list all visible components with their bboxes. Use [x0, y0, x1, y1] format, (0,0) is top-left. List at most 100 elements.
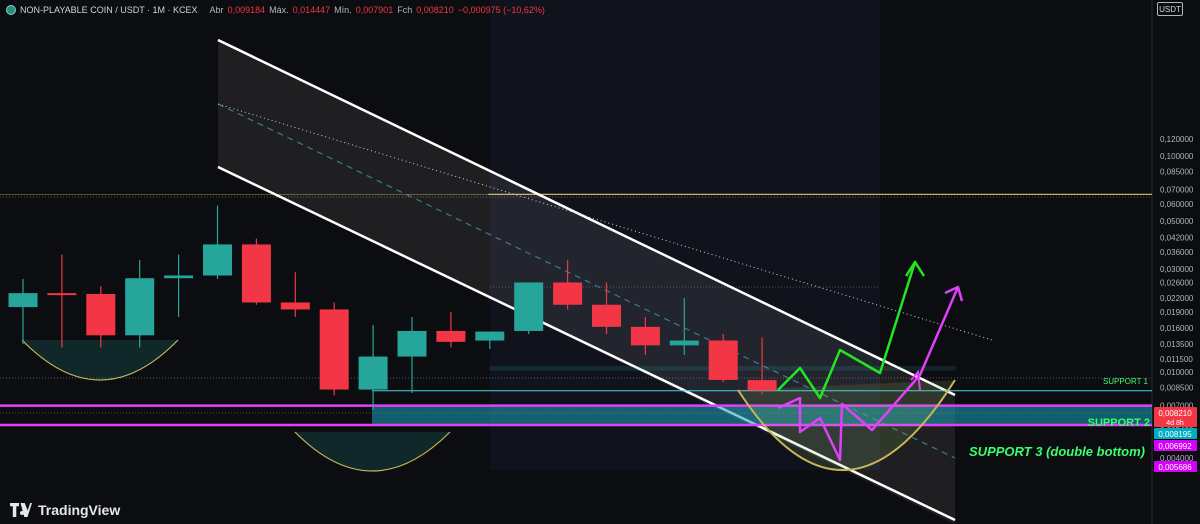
price-tag-text-2: 0,006992	[1158, 442, 1192, 451]
brand-name: TradingView	[38, 502, 121, 518]
y-tick-13: 0,013500	[1160, 340, 1194, 349]
y-tick-6: 0,042000	[1160, 233, 1194, 242]
candle-14	[553, 260, 583, 310]
candle-body-0	[8, 293, 38, 308]
price-tag-text-3: 0,005686	[1158, 463, 1192, 472]
currency-button[interactable]: USDT	[1157, 2, 1183, 16]
support-2-label: SUPPORT 2	[1088, 417, 1150, 429]
candle-body-12	[475, 331, 505, 341]
y-tick-15: 0,010000	[1160, 368, 1194, 377]
candle-5	[203, 205, 232, 279]
y-tick-9: 0,026000	[1160, 278, 1194, 287]
candle-0	[8, 278, 38, 344]
candle-19	[747, 337, 777, 395]
candle-17	[669, 298, 699, 355]
price-tag-3: 0,005686	[1154, 461, 1197, 472]
candle-2	[86, 286, 116, 348]
candle-body-10	[397, 330, 427, 357]
tradingview-logo: TradingView	[10, 499, 120, 521]
candle-15	[592, 282, 621, 335]
change-value: −0,000975 (−10,62%)	[457, 5, 545, 15]
candle-7	[280, 272, 310, 317]
y-tick-0: 0,120000	[1160, 135, 1194, 144]
candle-body-7	[280, 302, 310, 310]
candle-body-17	[669, 340, 699, 346]
price-tag-bg-0	[1154, 407, 1197, 427]
y-tick-1: 0,100000	[1160, 152, 1194, 161]
candle-12	[475, 331, 505, 349]
channel-upper-line	[217, 38, 956, 397]
close-label: Fch	[397, 5, 413, 15]
candle-body-19	[747, 380, 777, 391]
y-tick-16: 0,008500	[1160, 383, 1194, 392]
y-tick-4: 0,060000	[1160, 200, 1194, 209]
channel-midline	[217, 103, 956, 459]
candle-body-5	[203, 244, 232, 276]
candle-18	[708, 334, 738, 382]
price-tag-1: 0,008195	[1154, 428, 1197, 439]
price-tag-text-0: 0,008210	[1158, 409, 1192, 418]
candle-body-15	[592, 304, 621, 327]
y-tick-7: 0,036000	[1160, 248, 1194, 257]
low-label: Mín.	[334, 5, 352, 15]
candle-body-9	[358, 356, 388, 390]
price-tags: 0,008210 4d 8h 0,008195 0,006992 0,005686	[1154, 407, 1197, 472]
candle-body-11	[436, 330, 466, 342]
price-tag-sub-0: 4d 8h	[1166, 420, 1184, 427]
candle-6	[241, 238, 271, 305]
magenta-projection-path	[777, 286, 960, 462]
coin-icon	[6, 5, 16, 15]
y-tick-17: 0,007000	[1160, 402, 1194, 411]
green-arrow-head	[904, 260, 926, 277]
candle-13	[514, 282, 544, 335]
rounding-bottom-arc-2	[294, 431, 451, 472]
candle-16	[630, 316, 660, 355]
y-tick-20: 0,004000	[1160, 454, 1194, 463]
price-tag-0: 0,008210 4d 8h	[1154, 407, 1197, 427]
magenta-arrow-head	[944, 285, 964, 302]
high-label: Máx.	[269, 5, 289, 15]
channel-fill	[218, 40, 955, 524]
open-label: Abr	[209, 5, 224, 15]
y-tick-5: 0,050000	[1160, 217, 1194, 226]
green-projection-path	[777, 261, 917, 400]
candle-body-18	[708, 340, 738, 380]
low-value: 0,007901	[355, 5, 394, 15]
y-tick-14: 0,011500	[1160, 355, 1193, 364]
open-value: 0,009184	[227, 5, 266, 15]
price-tag-2: 0,006992	[1154, 440, 1197, 451]
candle-body-8	[319, 309, 349, 390]
candle-1	[47, 254, 77, 348]
candle-9	[358, 325, 388, 410]
y-tick-3: 0,070000	[1160, 186, 1194, 195]
support-3-zone	[372, 405, 1152, 425]
candle-4	[164, 254, 194, 317]
price-tag-text-1: 0,008195	[1158, 430, 1192, 439]
candle-body-13	[514, 282, 544, 331]
y-tick-2: 0,085000	[1160, 167, 1194, 176]
support-3-label: SUPPORT 3 (double bottom)	[969, 444, 1145, 459]
candles	[8, 205, 777, 410]
candle-8	[319, 302, 349, 396]
tradingview-icon	[10, 503, 32, 517]
y-tick-10: 0,022000	[1160, 294, 1194, 303]
y-tick-11: 0,019000	[1160, 308, 1194, 317]
candle-3	[125, 260, 155, 348]
candle-body-3	[125, 278, 155, 336]
candle-body-2	[86, 293, 116, 336]
rounding-bottom-arc-3	[737, 379, 956, 472]
candle-body-4	[164, 275, 194, 279]
symbol-title[interactable]: NON-PLAYABLE COIN / USDT · 1M · KCEX	[20, 5, 198, 15]
magenta-mini-arrow	[910, 369, 921, 391]
price-tag-bg-3	[1154, 461, 1197, 472]
candle-body-6	[241, 244, 271, 303]
channel-lower-line	[217, 165, 956, 522]
y-tick-8: 0,030000	[1160, 265, 1194, 274]
price-tag-bg-1	[1154, 428, 1197, 439]
candle-11	[436, 311, 466, 348]
y-tick-12: 0,016000	[1160, 324, 1194, 333]
candle-body-16	[630, 326, 660, 346]
close-value: 0,008210	[416, 5, 454, 15]
candle-10	[397, 316, 427, 394]
